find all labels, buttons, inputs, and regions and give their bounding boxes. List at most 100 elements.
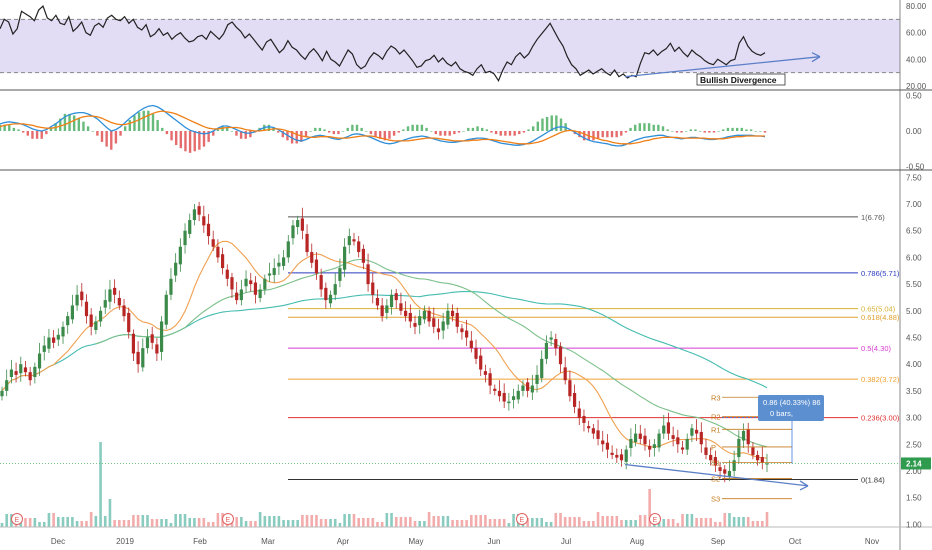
macd-histogram-bar (476, 126, 479, 131)
rsi-line (0, 4, 766, 83)
volume-bar (695, 518, 698, 527)
volume-bar (399, 517, 403, 527)
macd-histogram-bar (239, 131, 243, 139)
time-axis-label: Oct (789, 537, 802, 546)
volume-bar (132, 515, 135, 527)
candle-body (23, 367, 28, 373)
candle-body (61, 326, 65, 337)
candle-body (333, 284, 337, 295)
macd-histogram-bar (0, 124, 2, 131)
candle-body (164, 294, 168, 325)
time-axis-label: Mar (261, 537, 275, 546)
volume-bar (197, 518, 201, 527)
candle-body (183, 230, 187, 246)
volume-bar (193, 518, 196, 527)
volume-bar (183, 514, 187, 527)
pivot-label: S2 (711, 474, 720, 483)
candle-body (253, 282, 258, 295)
volume-bar (277, 516, 281, 527)
candle-body (413, 323, 417, 327)
volume-bar (52, 513, 55, 527)
macd-histogram-bar (369, 131, 373, 135)
macd-histogram-bar (249, 131, 252, 138)
macd-histogram-bar (439, 131, 442, 136)
candle-body (272, 268, 276, 276)
candle-body (70, 305, 74, 320)
macd-histogram-bar (337, 131, 340, 135)
macd-histogram-bar (527, 129, 530, 131)
macd-histogram-bar (91, 131, 94, 132)
candle-body (0, 390, 4, 397)
volume-bar (409, 517, 412, 527)
candle-body (310, 252, 314, 263)
volume-bar (118, 520, 121, 527)
macd-histogram-bar (290, 131, 294, 144)
candle-body (680, 447, 685, 450)
candle-body (549, 337, 553, 340)
candle-body (220, 254, 225, 269)
macd-histogram-bar (416, 124, 419, 131)
price-panel: 1(6.76) 0.786(5.71) 0.65(5.04)0.618(4.88) 0… (0, 201, 900, 527)
volume-bar (216, 513, 220, 527)
fib-level-label: 0.618(4.88) (861, 313, 900, 322)
macd-histogram-bar (21, 131, 25, 133)
candle-body (746, 429, 750, 445)
volume-bar (169, 523, 173, 527)
measure-label-box (758, 395, 824, 421)
candle-body (211, 239, 215, 247)
candle-body (235, 292, 239, 301)
volume-bar (432, 516, 436, 527)
candle-body (615, 454, 619, 458)
pivot-label: R3 (711, 393, 721, 402)
macd-histogram-bar (235, 131, 238, 136)
candle-body (159, 321, 164, 352)
candle-body (732, 460, 736, 471)
macd-histogram-bar (606, 131, 609, 138)
volume-bar (404, 517, 407, 527)
candle-body (239, 289, 243, 301)
candle-body (648, 445, 652, 450)
volume-bar (28, 518, 32, 527)
candle-body (493, 388, 497, 391)
candle-body (526, 382, 530, 391)
candle-body (624, 449, 628, 462)
earnings-marker-label: E (226, 517, 231, 524)
candle-body (695, 429, 699, 434)
macd-tick-label: -0.50 (906, 162, 925, 171)
candle-body (657, 433, 661, 448)
volume-bar (164, 519, 168, 527)
price-tick-label: 6.50 (906, 227, 922, 236)
earnings-marker-label: E (653, 517, 658, 524)
volume-bar (568, 517, 572, 527)
volume-bar (179, 514, 182, 527)
price-tick-label: 3.50 (906, 387, 922, 396)
candle-body (324, 287, 328, 301)
macd-histogram-bar (267, 124, 271, 131)
candle-body (108, 289, 112, 302)
candle-body (286, 241, 290, 258)
fib-level-label: 0.5(4.30) (861, 344, 892, 353)
macd-histogram-bar (643, 123, 646, 131)
candle-body (122, 305, 126, 317)
macd-line (0, 104, 766, 147)
macd-tick-label: 0.00 (906, 127, 922, 136)
volume-bar (66, 517, 70, 527)
macd-histogram-bar (513, 131, 516, 136)
macd-histogram-bar (541, 118, 544, 131)
volume-bar (291, 520, 295, 527)
time-axis-label: Aug (630, 537, 644, 546)
candle-body (727, 470, 732, 477)
macd-histogram-bar (684, 131, 688, 132)
volume-bar (160, 519, 163, 527)
candle-body (225, 269, 229, 279)
candle-body (521, 385, 525, 391)
candle-body (610, 452, 614, 455)
macd-histogram-bar (17, 129, 20, 131)
candle-body (474, 348, 478, 359)
pivot-label: S1 (711, 458, 720, 467)
volume-bar (258, 512, 262, 527)
price-tick-label: 1.50 (906, 494, 922, 503)
volume-bar (559, 513, 562, 527)
macd-histogram-bar (388, 131, 391, 139)
volume-bar (742, 517, 745, 527)
